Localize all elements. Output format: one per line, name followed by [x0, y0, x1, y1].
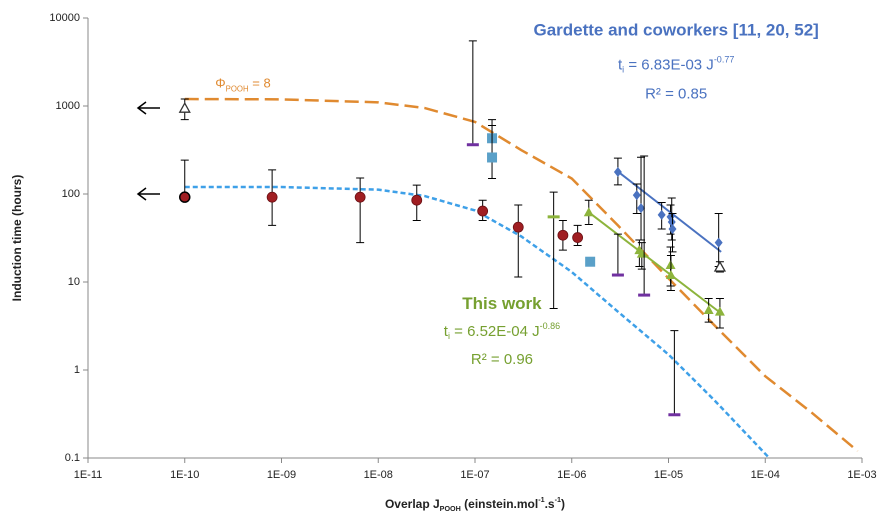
error-bar: [356, 177, 365, 244]
error-bar: [613, 233, 622, 276]
y-tick-label: 1: [74, 364, 80, 376]
point: [477, 205, 489, 217]
text-part: POOH: [226, 84, 249, 93]
text-part: -1: [555, 495, 561, 504]
point: [466, 143, 479, 147]
error-bar: [488, 125, 497, 180]
text-part: .s: [545, 497, 555, 511]
rich-text: R² = 0.96: [471, 351, 533, 368]
arrows: [136, 101, 160, 201]
text-part: This work: [462, 294, 542, 313]
x-tick-label: 1E-03: [847, 469, 876, 481]
error-bar: [468, 40, 477, 146]
rich-text: This work: [462, 294, 542, 313]
rich-text: Overlap JPOOH (einstein.mol-1.s-1): [385, 495, 565, 513]
point: [411, 194, 423, 206]
text-part: -0.86: [540, 321, 561, 331]
rich-text: ti = 6.83E-03 J-0.77: [618, 55, 734, 75]
point: [667, 217, 676, 228]
text-part: -0.77: [714, 55, 735, 65]
point: [657, 209, 666, 220]
point: [557, 229, 569, 241]
y-tick-label: 0.1: [65, 452, 80, 464]
curve: [617, 170, 722, 253]
text-part: t: [618, 56, 623, 73]
point: [354, 191, 366, 203]
point: [665, 270, 676, 280]
point: [547, 215, 560, 219]
point: [637, 203, 646, 214]
x-tick-label: 1E-09: [267, 469, 296, 481]
point: [714, 306, 725, 316]
text-part: = 6.83E-03 J: [624, 56, 714, 73]
text-part: t: [444, 323, 449, 340]
curve: [184, 97, 859, 452]
text-part: Overlap J: [385, 497, 440, 511]
text-part: (einstein.mol: [461, 497, 538, 511]
point: [585, 256, 596, 267]
point: [583, 207, 594, 217]
y-tick-label: 10000: [49, 12, 80, 24]
text-part: i: [448, 331, 450, 341]
curve: [588, 211, 722, 315]
point: [638, 293, 651, 297]
rich-text: R² = 0.85: [645, 85, 707, 102]
text-part: Φ: [215, 76, 225, 91]
point: [178, 101, 191, 113]
x-tick-label: 1E-06: [557, 469, 586, 481]
error-bar: [670, 330, 679, 416]
text-part: ): [561, 497, 565, 511]
point: [512, 221, 524, 233]
point: [703, 305, 714, 315]
text-part: R² = 0.85: [645, 85, 707, 102]
point: [266, 191, 278, 203]
point: [179, 191, 191, 203]
point: [487, 152, 498, 163]
error-bar: [549, 191, 558, 309]
point: [572, 232, 584, 243]
text-part: -1: [538, 495, 544, 504]
rich-text: ti = 6.52E-04 J-0.86: [444, 321, 560, 341]
curve: [184, 185, 771, 459]
text-part: POOH: [440, 504, 461, 513]
y-tick-label: 10: [68, 276, 80, 288]
text-part: = 8: [249, 76, 271, 91]
rich-text: ΦPOOH = 8: [215, 76, 270, 93]
point: [668, 224, 677, 235]
rich-text: Gardette and coworkers [11, 20, 52]: [533, 21, 818, 40]
point: [668, 413, 681, 417]
text-part: i: [622, 65, 624, 75]
point: [613, 166, 622, 177]
x-tick-label: 1E-05: [654, 469, 683, 481]
y-tick-label: 1000: [56, 100, 80, 112]
x-tick-label: 1E-11: [74, 469, 103, 481]
y-axis-label: Induction time (hours): [10, 175, 24, 302]
point: [714, 237, 723, 248]
error-bar: [514, 204, 523, 278]
text-part: = 6.52E-04 J: [450, 323, 540, 340]
text-part: Gardette and coworkers [11, 20, 52]: [533, 21, 818, 40]
point: [611, 273, 624, 277]
y-tick-label: 100: [62, 188, 80, 200]
x-tick-label: 1E-04: [751, 469, 780, 481]
x-tick-label: 1E-10: [170, 469, 199, 481]
point: [713, 260, 727, 272]
text-part: R² = 0.96: [471, 351, 533, 368]
x-tick-label: 1E-07: [460, 469, 489, 481]
point: [632, 190, 641, 201]
x-tick-label: 1E-08: [364, 469, 393, 481]
